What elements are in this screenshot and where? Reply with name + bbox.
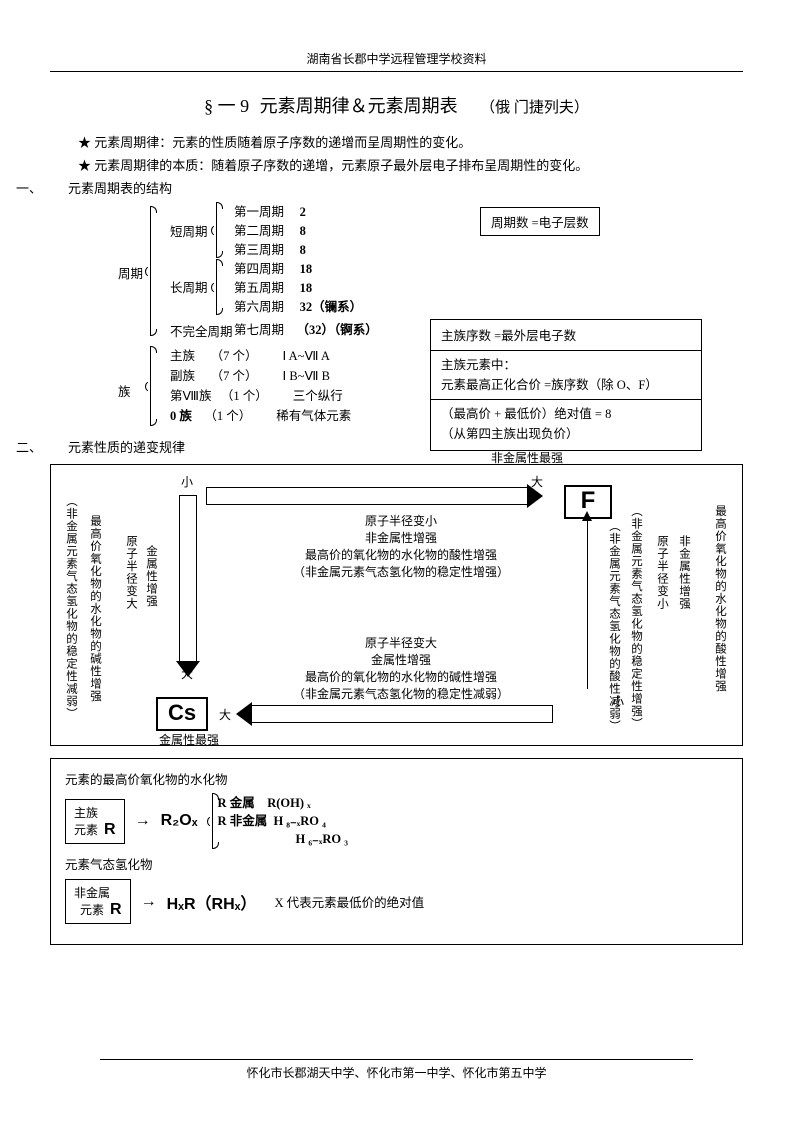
n5: 18 xyxy=(300,281,313,295)
section-1-num: 一、 xyxy=(16,178,42,197)
group-tree: 族 主族 （7 个） Ⅰ A~Ⅶ A 副族 （7 个） Ⅰ B~Ⅶ B 第Ⅷ族 … xyxy=(130,347,743,433)
box2a: 非金属 xyxy=(74,886,110,900)
n3: 8 xyxy=(300,243,306,257)
fbox-nonmetal: 非金属 元素 R xyxy=(65,879,131,924)
g-main-a: 主族 xyxy=(170,349,195,363)
p5: 第五周期 xyxy=(234,281,284,295)
section-1-title: 元素周期表的结构 xyxy=(68,181,172,196)
section-2-title: 元素性质的递变规律 xyxy=(68,440,185,455)
g-viii-b: （1 个） xyxy=(221,389,268,403)
title-prefix: § 一 9 xyxy=(204,96,249,116)
element-Cs: Cs xyxy=(156,697,208,731)
xnote: X 代表元素最低价的绝对值 xyxy=(275,892,425,911)
section-2-num: 二、 xyxy=(16,437,42,456)
page-header: 湖南省长郡中学远程管理学校资料 xyxy=(50,50,743,72)
period-root-label: 周期 xyxy=(118,263,143,282)
n7: （32）（锕系） xyxy=(297,323,378,337)
lcol0: （非金属元素气态氢化物的稳定性减弱） xyxy=(63,495,79,725)
p4: 第四周期 xyxy=(234,262,284,276)
r1: R(OH) ₓ xyxy=(267,796,311,810)
short-period-label: 短周期 xyxy=(170,221,208,240)
label-nonmetal-strong: 非金属性最强 xyxy=(491,449,563,466)
g-main-c: Ⅰ A~Ⅶ A xyxy=(283,349,330,363)
rcol1: （非金属元素气态氢化物的稳定性增强） xyxy=(628,505,644,735)
tb3: （非金属元素气态氢化物的稳定性增强） xyxy=(251,564,551,581)
g-zero-b: （1 个） xyxy=(204,409,251,423)
rcol3: 非金属性增强 xyxy=(676,535,692,665)
formula-box: 元素的最高价氧化物的水化物 主族 元素 R → R₂Oₓ R 金属 R(OH) … xyxy=(50,758,743,945)
box2b: 元素 xyxy=(80,903,104,917)
bot-text-block: 原子半径变大 金属性增强 最高价的氧化物的水化物的碱性增强 （非金属元素气态氢化… xyxy=(251,635,551,703)
r3: H ₆₋ₓRO ₃ xyxy=(296,832,348,846)
top-text-block: 原子半径变小 非金属性增强 最高价的氧化物的水化物的酸性增强 （非金属元素气态氢… xyxy=(251,513,551,581)
lcol1: 最高价氧化物的水化物的碱性增强 xyxy=(87,515,103,715)
star-line-1: ★ 元素周期律：元素的性质随着原子序数的递增而呈周期性的变化。 xyxy=(78,132,743,151)
b1: R 金属 xyxy=(218,796,255,810)
r2: H ₈₋ₓRO ₄ xyxy=(273,814,325,828)
R1: R xyxy=(104,821,116,838)
tb2: 最高价的氧化物的水化物的酸性增强 xyxy=(251,547,551,564)
g-sub-c: Ⅰ B~Ⅶ B xyxy=(283,369,330,383)
long-period-label: 长周期 xyxy=(170,277,208,296)
arrow1: → xyxy=(135,812,151,830)
R2: R xyxy=(110,901,122,918)
lcol2: 原子半径变大 xyxy=(123,535,139,665)
g-sub-b: （7 个） xyxy=(211,369,258,383)
box-period-electron: 周期数 =电子层数 xyxy=(480,207,600,236)
incomplete-period-label: 不完全周期 xyxy=(170,321,233,340)
star-line-2: ★ 元素周期律的本质：随着原子序数的递增，元素原子最外层电子排布呈周期性的变化。 xyxy=(78,155,743,174)
box1a: 主族 xyxy=(74,806,98,820)
b2: R 非金属 xyxy=(218,814,268,828)
bb1: 金属性增强 xyxy=(251,652,551,669)
bb3: （非金属元素气态氢化物的稳定性减弱） xyxy=(251,686,551,703)
p1: 第一周期 xyxy=(234,205,284,219)
box1b: 元素 xyxy=(74,823,98,837)
tb0: 原子半径变小 xyxy=(251,513,551,530)
trend-diagram: 小 大 非金属性最强 F Cs 金属性最强 大 大 小 原子半径变小 非金属性增… xyxy=(50,464,743,746)
box-main-top: 主族序数 =最外层电子数 xyxy=(441,326,691,346)
rcol0: （非金属元素气态氢化物的酸性减弱） xyxy=(606,520,622,730)
n4: 18 xyxy=(300,262,313,276)
fbox-main: 主族 元素 R xyxy=(65,799,125,844)
group-root-label: 族 xyxy=(118,381,131,400)
box-main-l1: 主族元素中： xyxy=(441,355,691,375)
rcol2: 原子半径变小 xyxy=(654,535,670,665)
page-footer: 怀化市长郡湖天中学、怀化市第一中学、怀化市第五中学 xyxy=(100,1059,693,1081)
g-sub-a: 副族 xyxy=(170,369,195,383)
R2Ox: R₂Oₓ xyxy=(161,812,198,830)
HxR: HₓR（RHₓ） xyxy=(167,890,257,914)
p2: 第二周期 xyxy=(234,224,284,238)
box-main-l2: 元素最高正化合价 =族序数（除 O、F） xyxy=(441,375,691,395)
p6: 第六周期 xyxy=(234,300,284,314)
bb2: 最高价的氧化物的水化物的碱性增强 xyxy=(251,669,551,686)
page-title: § 一 9 元素周期律＆元素周期表 （俄 门捷列夫） xyxy=(50,92,743,118)
label-metal-strong: 金属性最强 xyxy=(159,731,219,748)
p3: 第三周期 xyxy=(234,243,284,257)
label-big-bl: 大 xyxy=(219,706,231,723)
n2: 8 xyxy=(300,224,306,238)
formula-title1: 元素的最高价氧化物的水化物 xyxy=(65,769,728,788)
p7: 第七周期 xyxy=(234,323,284,337)
box-main-l3: （最高价 + 最低价）绝对值 = 8 xyxy=(441,404,691,424)
title-paren: （俄 门捷列夫） xyxy=(480,100,589,116)
tb1: 非金属性增强 xyxy=(251,530,551,547)
box-main-group: 主族序数 =最外层电子数 主族元素中： 元素最高正化合价 =族序数（除 O、F）… xyxy=(430,319,702,451)
lcol3: 金属性增强 xyxy=(143,545,159,655)
g-viii-c: 三个纵行 xyxy=(293,389,343,403)
rcol4: 最高价氧化物的水化物的酸性增强 xyxy=(712,505,728,735)
n6: 32（镧系） xyxy=(300,300,363,314)
n1: 2 xyxy=(300,205,306,219)
bb0: 原子半径变大 xyxy=(251,635,551,652)
label-small-tl: 小 xyxy=(181,473,193,490)
arrow2: → xyxy=(141,893,157,911)
g-viii-a: 第Ⅷ族 xyxy=(170,389,211,403)
g-main-b: （7 个） xyxy=(211,349,258,363)
g-zero-a: 0 族 xyxy=(170,409,192,423)
title-main: 元素周期律＆元素周期表 xyxy=(260,96,458,116)
formula-title2: 元素气态氢化物 xyxy=(65,854,728,873)
g-zero-c: 稀有气体元素 xyxy=(276,409,351,423)
